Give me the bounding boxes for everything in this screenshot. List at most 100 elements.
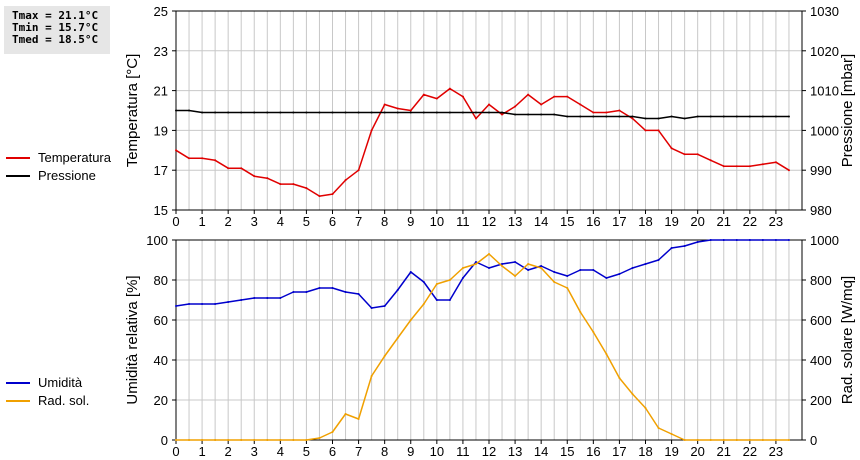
data-point bbox=[618, 273, 621, 275]
data-point bbox=[448, 279, 451, 281]
data-point bbox=[318, 111, 321, 114]
data-point bbox=[214, 303, 217, 305]
data-point bbox=[670, 433, 673, 435]
x-tick-label: 18 bbox=[638, 214, 652, 229]
data-point bbox=[344, 111, 347, 114]
data-point bbox=[383, 305, 386, 307]
x-tick-label: 22 bbox=[743, 214, 757, 229]
data-point bbox=[683, 153, 686, 156]
x-tick-label: 10 bbox=[430, 444, 444, 459]
y-axis-title: Umidità relativa [%] bbox=[124, 275, 141, 404]
y2-tick-label: 800 bbox=[810, 273, 832, 288]
stats-box: Tmax = 21.1°C Tmin = 15.7°C Tmed = 18.5°… bbox=[4, 6, 110, 54]
x-tick-label: 22 bbox=[743, 444, 757, 459]
data-point bbox=[514, 275, 517, 277]
data-point bbox=[292, 111, 295, 114]
data-point bbox=[292, 439, 295, 441]
data-point bbox=[592, 269, 595, 271]
data-point bbox=[474, 261, 477, 263]
data-point bbox=[644, 263, 647, 265]
x-tick-label: 0 bbox=[172, 214, 179, 229]
x-tick-label: 13 bbox=[508, 214, 522, 229]
legend-label: Pressione bbox=[38, 168, 96, 183]
y-tick-label: 17 bbox=[154, 163, 168, 178]
data-point bbox=[527, 263, 530, 265]
y-tick-label: 100 bbox=[146, 233, 168, 248]
data-point bbox=[696, 153, 699, 156]
data-point bbox=[357, 111, 360, 114]
x-tick-label: 23 bbox=[769, 444, 783, 459]
data-point bbox=[579, 103, 582, 106]
x-tick-label: 12 bbox=[482, 214, 496, 229]
y-tick-label: 23 bbox=[154, 44, 168, 59]
data-point bbox=[461, 95, 464, 98]
x-tick-label: 2 bbox=[225, 444, 232, 459]
data-point bbox=[318, 287, 321, 289]
data-point bbox=[370, 375, 373, 377]
y-tick-label: 25 bbox=[154, 4, 168, 19]
data-point bbox=[761, 115, 764, 118]
y-tick-label: 60 bbox=[154, 313, 168, 328]
x-tick-label: 7 bbox=[355, 444, 362, 459]
data-point bbox=[448, 111, 451, 114]
y2-tick-label: 400 bbox=[810, 353, 832, 368]
data-point bbox=[488, 103, 490, 106]
x-tick-label: 1 bbox=[198, 214, 205, 229]
data-point bbox=[461, 267, 464, 269]
data-point bbox=[631, 267, 634, 269]
x-tick-label: 4 bbox=[277, 444, 284, 459]
data-point bbox=[631, 393, 634, 395]
data-point bbox=[201, 111, 204, 114]
data-point bbox=[501, 113, 504, 116]
data-point bbox=[501, 263, 504, 265]
data-point bbox=[540, 113, 543, 116]
data-point bbox=[461, 277, 464, 279]
x-tick-label: 19 bbox=[664, 444, 678, 459]
data-point bbox=[266, 439, 269, 441]
data-point bbox=[787, 115, 790, 118]
data-point bbox=[383, 355, 386, 357]
data-point bbox=[175, 149, 177, 152]
data-point bbox=[553, 271, 556, 273]
data-point bbox=[670, 115, 673, 118]
data-point bbox=[696, 241, 699, 243]
data-point bbox=[553, 95, 556, 98]
x-tick-label: 11 bbox=[456, 214, 470, 229]
data-point bbox=[787, 439, 790, 441]
data-point bbox=[292, 291, 295, 293]
data-point bbox=[175, 439, 177, 441]
data-point bbox=[618, 109, 621, 112]
data-point bbox=[253, 175, 256, 178]
data-point bbox=[514, 113, 517, 116]
data-point bbox=[488, 253, 490, 255]
data-point bbox=[670, 247, 673, 249]
data-point bbox=[357, 169, 360, 172]
data-point bbox=[774, 115, 777, 118]
data-point bbox=[448, 87, 451, 90]
data-point bbox=[748, 115, 751, 118]
data-point bbox=[553, 113, 556, 116]
data-point bbox=[488, 267, 490, 269]
data-point bbox=[253, 111, 256, 114]
x-tick-label: 9 bbox=[407, 214, 414, 229]
x-tick-label: 14 bbox=[534, 214, 548, 229]
data-point bbox=[318, 195, 321, 198]
data-point bbox=[188, 439, 191, 441]
x-tick-label: 5 bbox=[303, 214, 310, 229]
data-point bbox=[657, 259, 660, 261]
data-point bbox=[461, 111, 464, 114]
y-tick-label: 80 bbox=[154, 273, 168, 288]
data-point bbox=[448, 299, 451, 301]
data-point bbox=[631, 117, 634, 120]
x-tick-label: 17 bbox=[612, 214, 626, 229]
data-point bbox=[709, 439, 712, 441]
data-point bbox=[683, 117, 686, 120]
data-point bbox=[514, 261, 517, 263]
data-point bbox=[592, 111, 595, 114]
y-axis-title: Temperatura [°C] bbox=[124, 54, 141, 168]
x-tick-label: 1 bbox=[198, 444, 205, 459]
data-point bbox=[670, 147, 673, 150]
data-point bbox=[579, 269, 582, 271]
data-point bbox=[305, 111, 308, 114]
series-line-rad-sol bbox=[176, 253, 789, 441]
